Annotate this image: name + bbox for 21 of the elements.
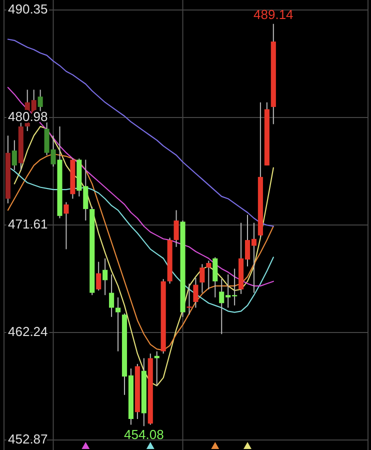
candlestick	[174, 210, 179, 248]
candlestick	[115, 296, 121, 352]
candlestick	[96, 261, 102, 292]
candlestick	[109, 274, 114, 318]
line-series	[7, 86, 274, 286]
candlestick	[186, 283, 192, 316]
y-tick-label: 490.35	[8, 1, 48, 16]
candlestick	[38, 89, 43, 112]
line-series	[7, 38, 274, 227]
candlestick	[212, 256, 218, 298]
y-tick-label: 452.87	[8, 431, 48, 446]
candlestick	[206, 260, 212, 290]
candlestick	[64, 202, 69, 250]
y-tick-label: 471.61	[8, 216, 48, 232]
y-tick-label: 462.24	[8, 324, 48, 339]
annotation: 489.14	[254, 6, 294, 22]
candlestick	[12, 140, 17, 171]
candlestick	[200, 264, 205, 294]
candlestick	[193, 277, 198, 308]
candlestick	[102, 258, 108, 296]
annotation: 454.08	[124, 427, 164, 442]
